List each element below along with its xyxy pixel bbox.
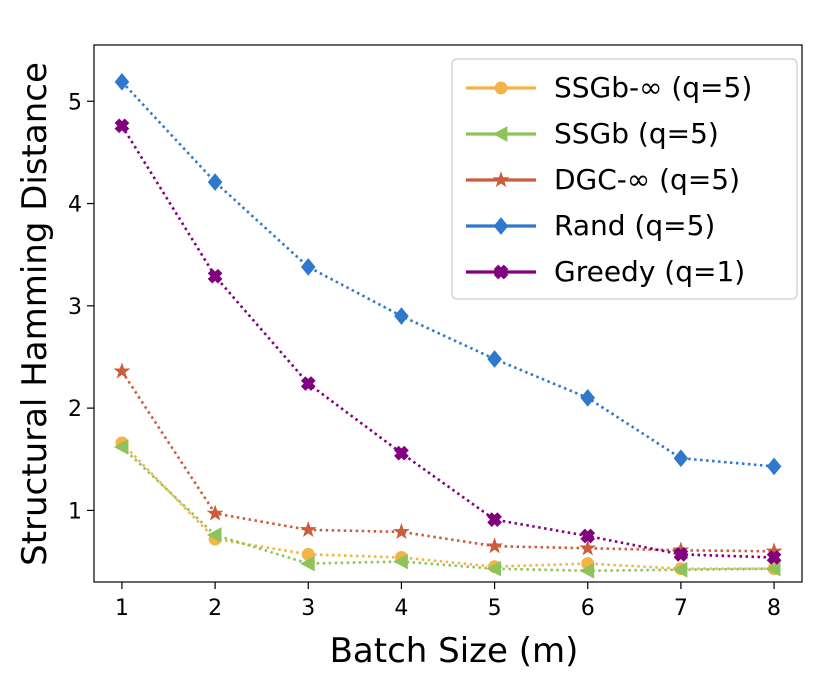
data-point [114,118,130,134]
data-point [673,449,689,468]
y-axis: 1 2 3 4 5 [68,90,94,524]
legend-item: SSGb (q=5) [466,117,719,150]
data-point [580,528,596,544]
series-line-ssgb-q-5 [121,441,775,571]
data-point [766,560,781,577]
data-point [114,72,130,91]
legend-marker [492,171,510,188]
series-ssgb-q-5 [113,439,781,579]
series-line-greedy-q-1 [120,125,775,559]
x-axis: 1 2 3 4 5 6 7 8 [115,582,781,621]
series-greedy-q-1 [114,118,782,565]
data-point [393,553,408,570]
data-point [766,550,782,565]
data-point [766,457,782,476]
legend-marker [494,81,508,95]
series-rand-q-5 [114,72,782,476]
data-point [113,362,131,379]
data-point [673,547,689,562]
legend-label: Greedy (q=1) [554,255,745,288]
data-point [299,520,317,538]
legend-marker [493,264,509,280]
legend-item: Greedy (q=1) [466,255,745,288]
legend-item: Rand (q=5) [466,209,715,242]
series-line-rand-q-5 [120,80,775,468]
y-tick-label: 5 [68,90,82,115]
series-line-ssgb-q-5 [121,446,775,573]
data-point [207,527,222,543]
data-point [394,307,409,325]
legend: SSGb-∞ (q=5) SSGb (q=5) DGC-∞ (q=5) Rand (q… [451,58,798,300]
legend-label: SSGb (q=5) [554,117,719,150]
legend-box [451,58,798,300]
data-point [486,560,502,577]
data-point [580,389,596,407]
x-axis-label: Batch Size (m) [330,631,579,671]
data-point [300,258,316,276]
legend-marker [492,126,508,142]
legend-item: DGC-∞ (q=5) [466,163,740,196]
y-tick-label: 3 [68,295,82,320]
data-point [300,376,316,391]
data-point [113,439,129,455]
x-tick-label: 1 [115,596,129,621]
data-point [207,173,223,191]
x-tick-label: 3 [301,596,315,621]
x-tick-label: 5 [488,596,502,621]
data-point [207,268,223,284]
data-point [300,555,315,572]
data-point [392,523,410,540]
data-point [487,512,502,527]
data-point [579,562,595,579]
legend-label: Rand (q=5) [554,209,715,242]
data-point [487,350,502,368]
data-point [672,561,688,578]
series-dgc-q-5 [113,362,783,559]
x-tick-label: 7 [674,596,688,621]
data-point [579,539,597,556]
x-tick-label: 6 [581,596,595,621]
legend-item: SSGb-∞ (q=5) [466,71,752,104]
data-point [486,537,504,554]
x-tick-label: 8 [767,596,781,621]
y-tick-label: 4 [68,193,82,218]
x-tick-label: 2 [208,596,222,621]
y-tick-label: 2 [68,397,82,422]
data-point [394,445,409,461]
legend-label: DGC-∞ (q=5) [554,163,740,196]
legend-label: SSGb-∞ (q=5) [554,71,752,104]
data-point [206,504,224,521]
x-tick-label: 4 [394,596,408,621]
y-axis-label: Structural Hamming Distance [15,62,55,566]
y-tick-label: 1 [68,499,82,524]
legend-marker [493,217,509,235]
series-layer [113,72,783,579]
